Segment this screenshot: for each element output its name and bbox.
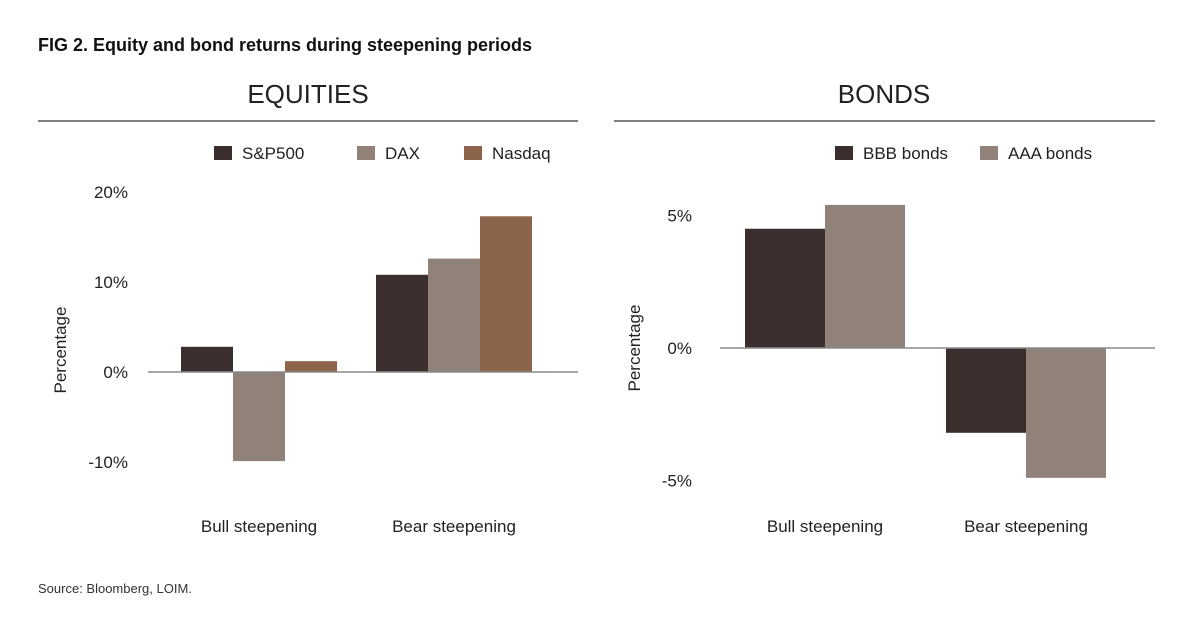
legend-label: DAX xyxy=(385,144,420,163)
legend-label: AAA bonds xyxy=(1008,144,1092,163)
bar-s-p500-0 xyxy=(181,346,233,372)
bar-bbb-bonds-1 xyxy=(946,348,1026,433)
bar-nasdaq-1 xyxy=(480,216,532,372)
legend-swatch xyxy=(980,146,998,160)
legend-label: BBB bonds xyxy=(863,144,948,163)
x-category-label: Bear steepening xyxy=(964,517,1088,536)
bar-bbb-bonds-0 xyxy=(745,228,825,348)
y-tick-label: 0% xyxy=(103,363,128,382)
figure-title: FIG 2. Equity and bond returns during st… xyxy=(38,35,532,55)
y-tick-label: 10% xyxy=(94,273,128,292)
x-category-label: Bull steepening xyxy=(767,517,883,536)
bar-dax-0 xyxy=(233,372,285,462)
legend-swatch xyxy=(357,146,375,160)
x-category-label: Bear steepening xyxy=(392,517,516,536)
legend-swatch xyxy=(464,146,482,160)
bar-nasdaq-0 xyxy=(285,361,337,372)
y-tick-label: -10% xyxy=(88,453,128,472)
x-category-label: Bull steepening xyxy=(201,517,317,536)
y-tick-label: -5% xyxy=(662,472,692,491)
legend-swatch xyxy=(214,146,232,160)
legend-swatch xyxy=(835,146,853,160)
legend-label: Nasdaq xyxy=(492,144,551,163)
bar-s-p500-1 xyxy=(376,274,428,372)
y-axis-label: Percentage xyxy=(625,305,644,392)
y-tick-label: 20% xyxy=(94,183,128,202)
panel-title: BONDS xyxy=(838,79,930,109)
y-axis-label: Percentage xyxy=(51,307,70,394)
y-tick-label: 0% xyxy=(667,339,692,358)
y-tick-label: 5% xyxy=(667,207,692,226)
bar-dax-1 xyxy=(428,258,480,372)
source-note: Source: Bloomberg, LOIM. xyxy=(38,581,192,596)
panel-title: EQUITIES xyxy=(247,79,368,109)
bar-aaa-bonds-1 xyxy=(1026,348,1106,478)
legend-label: S&P500 xyxy=(242,144,304,163)
bar-aaa-bonds-0 xyxy=(825,204,905,348)
